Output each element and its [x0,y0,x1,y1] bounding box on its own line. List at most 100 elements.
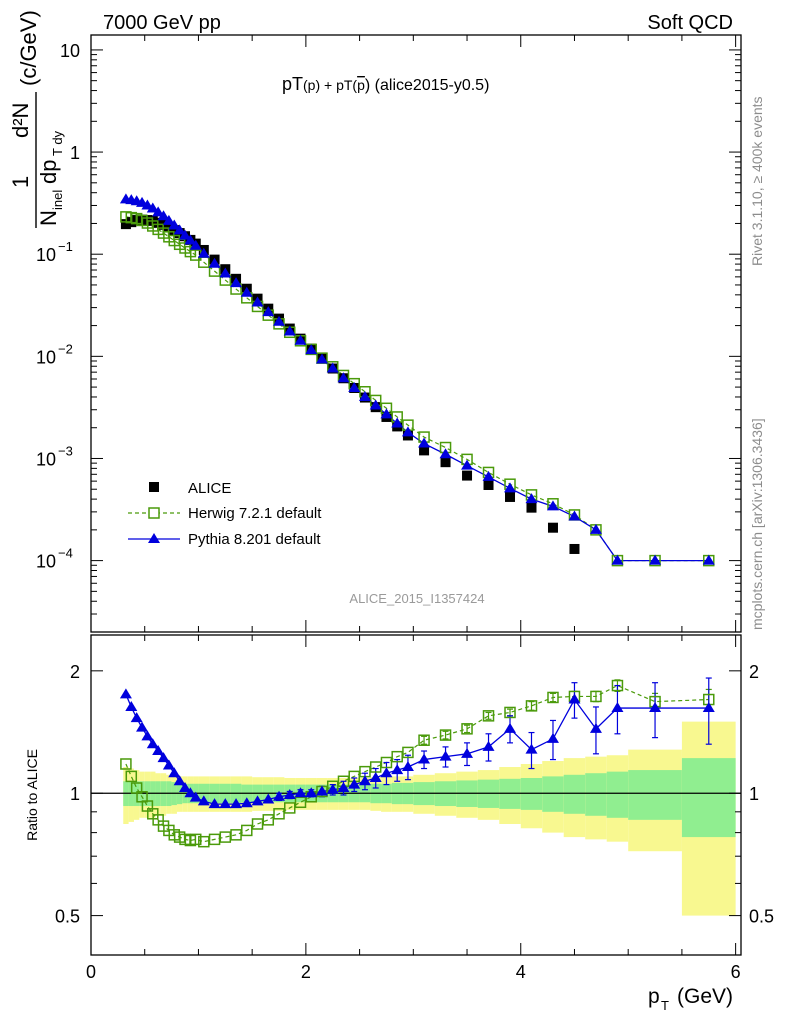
pythia-ratio-point [189,791,202,802]
main-y-tick-label-exponent: −4 [58,546,73,561]
pythia-point [611,554,624,565]
main-plot-area [119,193,715,567]
pythia-ratio-point [315,785,328,796]
alice-point [547,522,558,533]
pythia-point [380,408,393,419]
pythia-ratio-point [418,753,431,764]
pythia-ratio-point [326,783,339,794]
ratio-x-tick-label: 2 [301,962,311,982]
pythia-point [251,296,264,307]
ratio-band-inner [585,773,607,816]
pythia-point [504,482,517,493]
pythia-point [197,247,210,258]
pythia-ratio-point [401,761,414,772]
ratio-y-tick-label-right: 0.5 [749,907,774,927]
pythia-point [315,353,328,364]
main-y-tick-label-base: 10 [36,449,56,469]
ratio-y-tick-label-right: 2 [749,662,759,682]
pythia-ratio-point [439,750,452,761]
pythia-ratio-point [230,798,243,809]
ylabel-tdy: T dy [50,130,65,156]
alice-point [505,491,516,502]
ratio-y-tick-label-right: 1 [749,784,759,804]
pythia-ratio-point [337,781,350,792]
herwig-ratio-point [219,831,232,843]
ratio-panel-frame [90,634,742,956]
x-axis-label: p T (GeV) [648,985,733,1013]
herwig-line [125,216,709,562]
main-y-tick-label-base: 10 [36,245,56,265]
ratio-band-inner [499,778,521,809]
pythia-point [418,437,431,448]
herwig-ratio-point [190,833,202,846]
pythia-ratio-point [504,722,517,733]
herwig-ratio-point [241,824,253,837]
pythia-point [189,239,202,250]
main-y-tick-label-exponent: −2 [58,341,73,356]
herwig-ratio-point [273,808,285,820]
pythia-ratio-point [240,797,253,808]
pythia-ratio-point [208,798,221,809]
pythia-point [546,500,559,511]
ratio-band-inner [520,778,543,810]
ratio-y-tick-label: 0.5 [55,907,80,927]
pythia-point [208,257,221,268]
pythia-ratio-point [251,795,264,806]
pythia-ratio-point [162,759,175,770]
pythia-point [273,315,286,326]
ylabel-d2n: d²N [8,103,33,138]
pythia-ratio-point [358,775,371,786]
pythia-point [391,417,404,428]
pythia-ratio-point [461,747,474,758]
pythia-ratio-point [273,790,286,801]
pythia-ratio-point [305,787,318,798]
pythia-point [482,470,495,481]
pythia-point [439,448,452,459]
legend-label-alice: ALICE [188,480,231,497]
herwig-ratio-point [418,734,430,746]
pythia-point [283,325,296,336]
ratio-y-axis-label: Ratio to ALICE [24,749,40,841]
herwig-ratio-point [461,723,473,735]
pythia-ratio-point [136,721,149,732]
pythia-ratio-point [130,712,143,723]
title-part-p: (p) [303,77,320,93]
header-right: Soft QCD [647,12,733,34]
title-part-pt: pT [282,74,303,94]
pythia-ratio-point [173,775,186,786]
title-part-pbar: p [357,77,365,93]
pythia-point [348,381,361,392]
main-y-tick-label-exponent: −1 [58,239,73,254]
header-left: 7000 GeV pp [103,12,221,34]
legend-marker-alice [149,482,159,492]
main-y-tick-label: 10 [60,41,80,61]
title-part-rest: ) (alice2015-y0.5) [365,77,490,94]
legend-marker-herwig [148,507,160,519]
x-axis-label-unit: (GeV) [677,985,733,1008]
ratio-panel: 0 2 4 6 2 2 1 1 0.5 0.5 Ratio to ALICE p T (GeV) [24,634,774,1013]
alice-point [419,445,430,456]
ylabel-dp: dp [36,160,61,184]
herwig-ratio-point [125,770,138,783]
pythia-ratio-point [391,764,404,775]
ratio-x-tick-label: 0 [86,962,96,982]
x-axis-label-p: p [648,985,660,1008]
pythia-ratio-point [702,702,715,713]
pythia-ratio-point [482,740,495,751]
ratio-y-tick-label: 1 [70,784,80,804]
pythia-ratio-point [152,745,165,756]
pythia-ratio-point [184,787,197,798]
legend: ALICE Herwig 7.2.1 default Pythia 8.201 … [128,480,322,548]
pythia-ratio-point [197,795,210,806]
herwig-ratio-point [590,690,602,703]
pythia-ratio-point [649,702,662,713]
pythia-ratio-point [568,693,581,704]
plot-title: pT(p) + pT(p) (alice2015-y0.5) [282,74,489,94]
pythia-ratio-point [219,798,232,809]
ratio-band-inner [628,770,682,820]
pythia-ratio-point [348,778,361,789]
pythia-point [262,306,275,317]
pythia-ratio-point [546,732,559,743]
